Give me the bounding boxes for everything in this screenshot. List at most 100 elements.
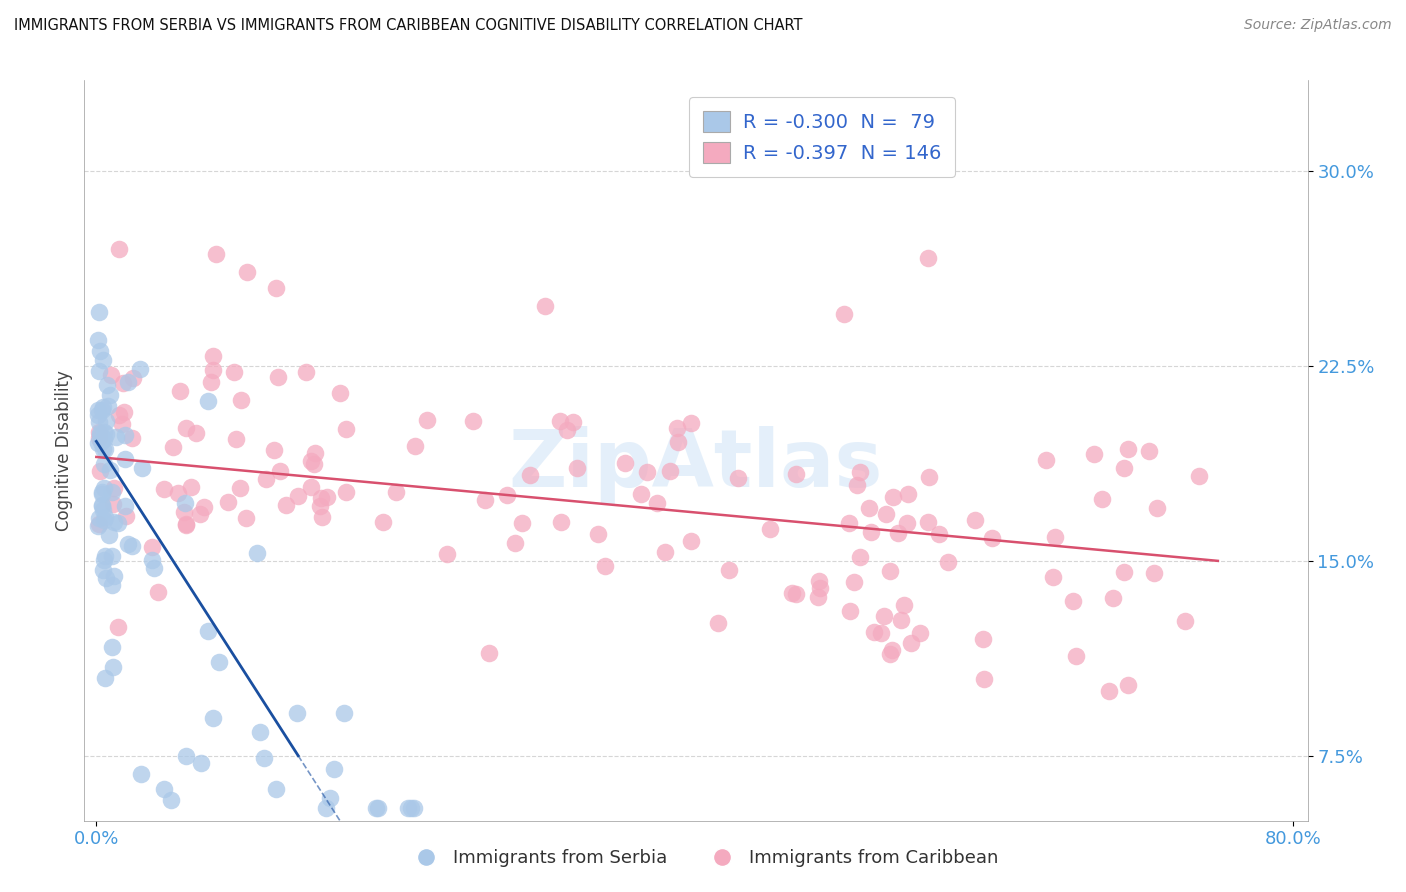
Y-axis label: Cognitive Disability: Cognitive Disability xyxy=(55,370,73,531)
Point xyxy=(93,432,115,446)
Point xyxy=(205,247,228,261)
Point xyxy=(100,368,122,382)
Point xyxy=(474,492,496,507)
Point xyxy=(896,516,918,531)
Point xyxy=(201,363,224,377)
Point xyxy=(887,525,910,540)
Text: Source: ZipAtlas.com: Source: ZipAtlas.com xyxy=(1244,18,1392,32)
Point xyxy=(396,800,419,814)
Point xyxy=(89,431,111,445)
Point xyxy=(319,791,342,805)
Point xyxy=(91,353,114,368)
Point xyxy=(208,655,231,669)
Point xyxy=(131,460,153,475)
Point xyxy=(838,516,860,530)
Point xyxy=(309,499,332,513)
Point xyxy=(93,442,115,456)
Point xyxy=(495,488,517,502)
Point xyxy=(807,574,830,588)
Point xyxy=(519,467,541,482)
Point xyxy=(329,385,352,400)
Point xyxy=(862,625,884,640)
Point xyxy=(636,465,658,479)
Point xyxy=(548,414,571,428)
Point xyxy=(91,563,114,577)
Point xyxy=(146,584,169,599)
Point xyxy=(193,500,215,514)
Point xyxy=(90,498,112,512)
Point xyxy=(89,425,111,440)
Point xyxy=(121,540,143,554)
Point xyxy=(122,371,145,385)
Point xyxy=(668,434,690,449)
Point xyxy=(96,378,118,392)
Point xyxy=(93,425,115,439)
Point xyxy=(94,571,117,585)
Point xyxy=(1090,491,1112,506)
Point xyxy=(93,513,115,527)
Point xyxy=(202,711,225,725)
Point xyxy=(90,499,112,513)
Point xyxy=(87,409,110,423)
Point xyxy=(309,491,332,505)
Point xyxy=(160,793,183,807)
Point xyxy=(1116,442,1139,456)
Point xyxy=(839,604,862,618)
Point xyxy=(100,577,122,591)
Point xyxy=(114,499,136,513)
Point xyxy=(1043,530,1066,544)
Point xyxy=(928,526,950,541)
Point xyxy=(1146,501,1168,516)
Point xyxy=(269,464,291,478)
Point xyxy=(367,800,389,814)
Point xyxy=(938,555,960,569)
Point xyxy=(333,706,356,720)
Point xyxy=(107,242,129,256)
Point xyxy=(186,426,208,441)
Point xyxy=(98,463,121,477)
Point xyxy=(1143,566,1166,581)
Point xyxy=(1062,593,1084,607)
Point xyxy=(882,642,904,657)
Point xyxy=(586,526,609,541)
Point xyxy=(534,299,557,313)
Point xyxy=(780,585,803,599)
Point xyxy=(254,472,277,486)
Point xyxy=(879,565,901,579)
Point xyxy=(973,672,995,686)
Point xyxy=(153,482,176,496)
Point xyxy=(972,632,994,646)
Point xyxy=(235,511,257,525)
Point xyxy=(174,421,197,435)
Point xyxy=(93,672,115,686)
Point xyxy=(235,265,257,279)
Point xyxy=(666,421,689,435)
Point xyxy=(897,487,920,501)
Point xyxy=(1116,678,1139,692)
Legend: Immigrants from Serbia, Immigrants from Caribbean: Immigrants from Serbia, Immigrants from … xyxy=(401,842,1005,874)
Point xyxy=(550,516,572,530)
Point xyxy=(807,590,830,604)
Point xyxy=(89,305,111,319)
Point xyxy=(111,417,134,431)
Point xyxy=(759,522,782,536)
Point xyxy=(1042,570,1064,584)
Point xyxy=(274,498,297,512)
Point xyxy=(301,480,323,494)
Point xyxy=(103,481,125,495)
Point xyxy=(94,414,117,428)
Point xyxy=(87,436,110,450)
Point xyxy=(645,496,668,510)
Point xyxy=(1137,444,1160,458)
Point xyxy=(287,489,309,503)
Point xyxy=(315,800,337,814)
Point xyxy=(103,569,125,583)
Point xyxy=(461,413,484,427)
Point xyxy=(117,375,139,389)
Point xyxy=(197,394,219,409)
Point xyxy=(229,392,252,407)
Point xyxy=(101,549,124,563)
Point xyxy=(190,756,212,771)
Point xyxy=(302,458,325,472)
Point xyxy=(287,706,309,721)
